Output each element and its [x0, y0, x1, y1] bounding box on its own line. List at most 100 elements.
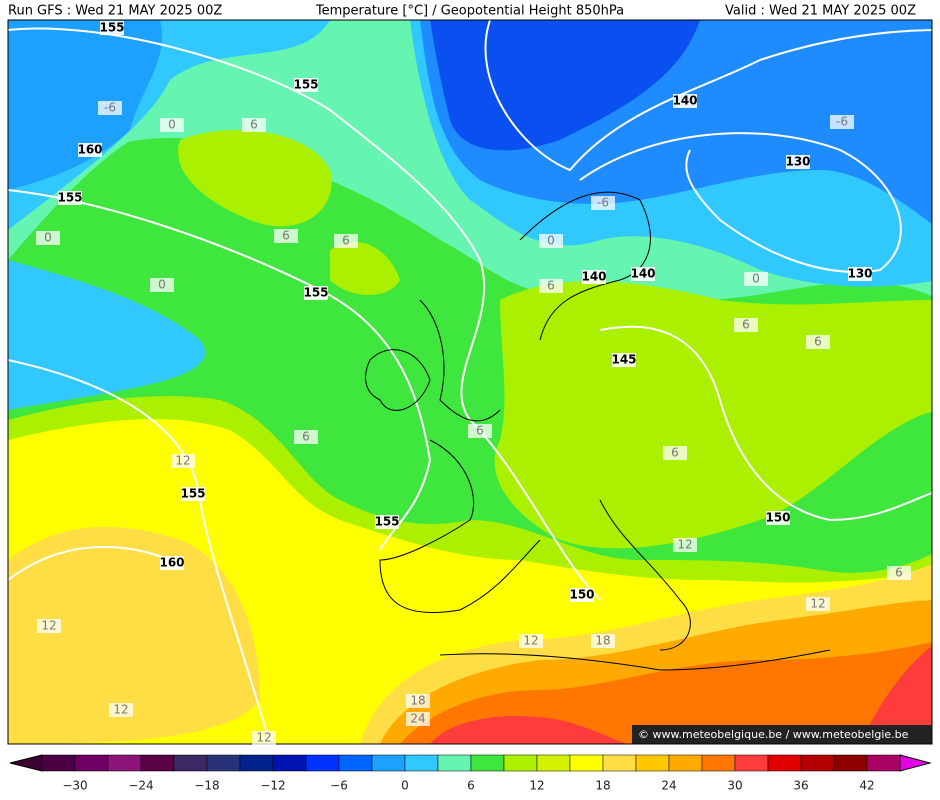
- colorbar-swatch: [536, 754, 571, 772]
- temperature-label: 6: [342, 234, 350, 248]
- height-label: 155: [99, 21, 124, 35]
- temperature-label: 6: [671, 446, 679, 460]
- label-bg: [806, 335, 830, 349]
- label-bg: [887, 566, 911, 580]
- temperature-label: 6: [476, 424, 484, 438]
- colorbar-swatch: [437, 754, 472, 772]
- label-bg: [160, 556, 184, 570]
- colorbar-arrow: [9, 754, 43, 772]
- label-bg: [591, 634, 615, 648]
- temperature-label: 12: [810, 597, 825, 611]
- height-label: 140: [672, 94, 697, 108]
- label-bg: [406, 712, 430, 726]
- label-bg: [539, 279, 563, 293]
- colorbar-swatch: [734, 754, 769, 772]
- colorbar-tick-label: −18: [194, 779, 219, 793]
- label-bg: [274, 229, 298, 243]
- label-bg: [171, 454, 195, 468]
- temperature-label: -6: [597, 196, 609, 210]
- credit-box: [632, 725, 932, 744]
- colorbar-swatch: [371, 754, 406, 772]
- colorbar-swatch: [338, 754, 373, 772]
- label-bg: [612, 353, 636, 367]
- label-bg: [830, 115, 854, 129]
- height-label: 155: [303, 286, 328, 300]
- colorbar-tick-label: −12: [260, 779, 285, 793]
- colorbar-tick-label: 12: [529, 779, 544, 793]
- map-title: Temperature [°C] / Geopotential Height 8…: [315, 4, 624, 19]
- temperature-label: 6: [742, 318, 750, 332]
- label-bg: [58, 191, 82, 205]
- label-bg: [570, 588, 594, 602]
- colorbar-tick-label: −24: [128, 779, 153, 793]
- colorbar-swatch: [800, 754, 835, 772]
- label-bg: [100, 21, 124, 35]
- temperature-label: 6: [895, 566, 903, 580]
- colorbar-swatch: [635, 754, 670, 772]
- run-label: Run GFS : Wed 21 MAY 2025 00Z: [8, 4, 222, 19]
- colorbar-swatch: [305, 754, 340, 772]
- label-bg: [539, 234, 563, 248]
- label-bg: [734, 318, 758, 332]
- height-label: 155: [180, 487, 205, 501]
- label-bg: [591, 196, 615, 210]
- colorbar-swatch: [107, 754, 142, 772]
- colorbar-tick-label: 42: [859, 779, 874, 793]
- colorbar-swatch: [470, 754, 505, 772]
- temperature-label: 6: [814, 335, 822, 349]
- height-label: 140: [630, 267, 655, 281]
- label-bg: [786, 155, 810, 169]
- colorbar-tick-label: −30: [62, 779, 87, 793]
- temperature-label: 12: [523, 634, 538, 648]
- label-bg: [468, 424, 492, 438]
- label-bg: [582, 270, 606, 284]
- temperature-label: 12: [41, 619, 56, 633]
- label-bg: [519, 634, 543, 648]
- label-bg: [375, 515, 399, 529]
- temperature-label: 12: [256, 731, 271, 745]
- temperature-label: 0: [752, 272, 760, 286]
- label-bg: [109, 703, 133, 717]
- temperature-label: 0: [168, 118, 176, 132]
- label-bg: [181, 487, 205, 501]
- colorbar-swatch: [503, 754, 538, 772]
- temperature-label: 0: [158, 278, 166, 292]
- colorbar-tick-label: 24: [661, 779, 676, 793]
- height-label: 130: [847, 267, 872, 281]
- label-bg: [744, 272, 768, 286]
- temperature-label: 12: [175, 454, 190, 468]
- colorbar-arrow: [899, 754, 932, 772]
- map-frame: [7, 19, 933, 745]
- height-label: 155: [57, 191, 82, 205]
- label-bg: [294, 78, 318, 92]
- colorbar-swatch: [239, 754, 274, 772]
- colorbar-swatch: [404, 754, 439, 772]
- coastlines: [365, 191, 831, 671]
- colorbar-swatch: [767, 754, 802, 772]
- height-label: 160: [159, 556, 184, 570]
- label-bg: [150, 278, 174, 292]
- colorbar-swatch: [833, 754, 868, 772]
- colorbar-swatch: [173, 754, 208, 772]
- label-bg: [252, 731, 276, 745]
- temperature-label: 12: [113, 703, 128, 717]
- label-bg: [37, 619, 61, 633]
- colorbar-swatch: [569, 754, 604, 772]
- label-bg: [406, 694, 430, 708]
- colorbar-swatch: [140, 754, 175, 772]
- temperature-label: -6: [104, 101, 116, 115]
- label-bg: [766, 511, 790, 525]
- credit: © www.meteobelgique.be / www.meteobelgie…: [638, 728, 909, 741]
- temperature-label: 12: [677, 538, 692, 552]
- temperature-label: 18: [410, 694, 425, 708]
- label-bg: [160, 118, 184, 132]
- height-label: 150: [765, 511, 790, 525]
- valid-label: Valid : Wed 21 MAY 2025 00Z: [725, 4, 916, 19]
- contour-labels: 155 155 160 155 155 140 130 130 140 140 145 155 155 1…: [36, 21, 911, 745]
- label-bg: [36, 231, 60, 245]
- colorbar-tick-label: 30: [727, 779, 742, 793]
- colorbar-swatch: [668, 754, 703, 772]
- label-bg: [631, 267, 655, 281]
- colorbar-tick-label: 36: [793, 779, 808, 793]
